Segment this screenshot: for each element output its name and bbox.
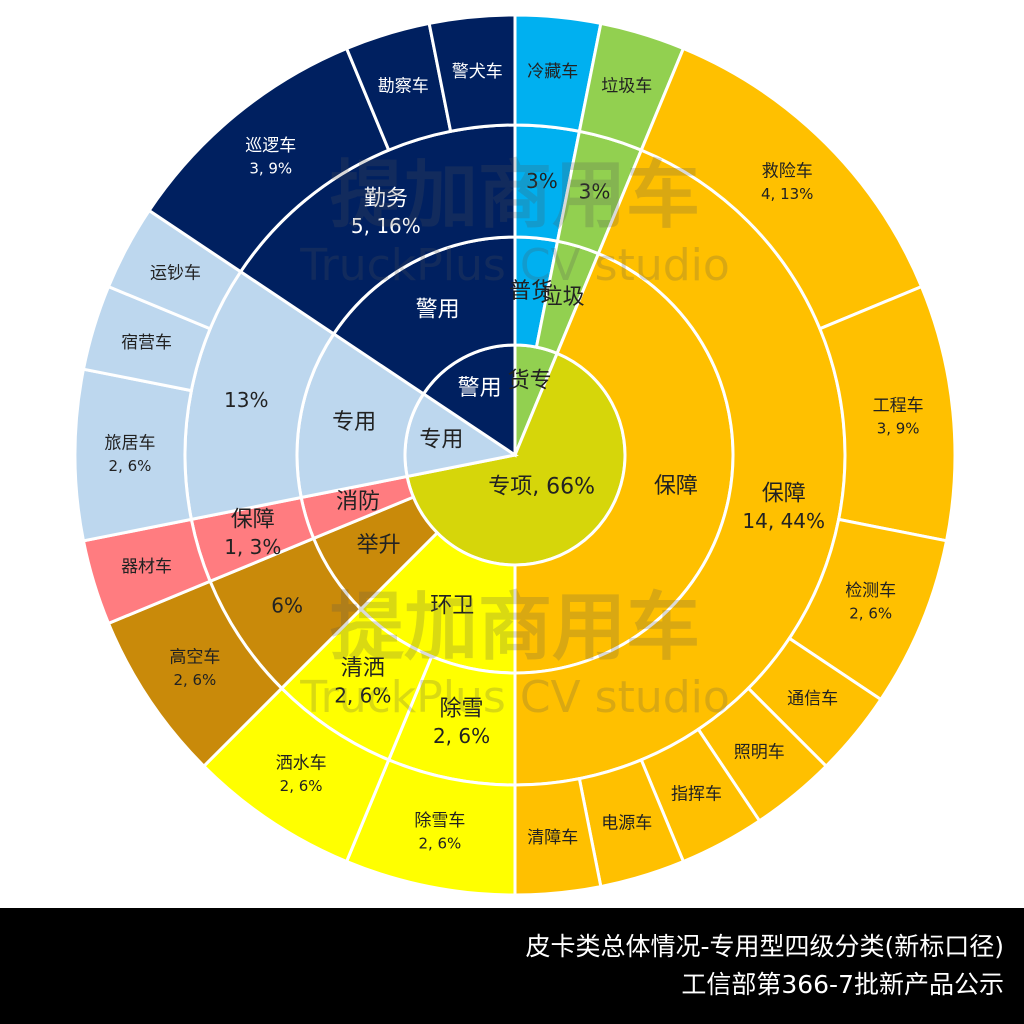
segment-name: 冷藏车 — [527, 62, 578, 82]
watermark-title: 提加商用车 — [330, 585, 700, 671]
segment-name: 普货 — [509, 279, 553, 304]
segment-value-label: 2, 6% — [334, 683, 391, 707]
segment-name: 举升 — [357, 533, 401, 558]
segment-name: 清洒 — [341, 656, 385, 681]
segment-name: 宿营车 — [121, 333, 172, 353]
segment-value-label: 3% — [579, 179, 611, 203]
segment-value-label: 6% — [271, 594, 303, 618]
segment-value-label: 2, 6% — [109, 457, 152, 475]
segment-name: 保障 — [654, 474, 698, 499]
segment-name: 勤务 — [364, 186, 408, 211]
segment-name: 电源车 — [601, 813, 652, 833]
segment-name: 通信车 — [787, 689, 838, 709]
segment-value-label: 2, 6% — [418, 835, 461, 853]
segment-name: 洒水车 — [276, 754, 327, 774]
segment-name: 工程车 — [873, 396, 924, 416]
footer-line: 工信部第366-7批新产品公示 — [681, 970, 1004, 999]
segment-name: 照明车 — [734, 743, 785, 763]
watermark-subtitle: TruckPlus CV studio — [299, 240, 730, 291]
sunburst — [73, 13, 957, 897]
segment-value-label: 4, 13% — [761, 185, 813, 203]
footer-bar — [0, 908, 1024, 1024]
segment-name: 警用 — [416, 297, 460, 322]
watermark-subtitle: TruckPlus CV studio — [299, 672, 730, 723]
segment-value-label: 3, 9% — [249, 159, 292, 177]
segment-value-label: 3, 9% — [877, 419, 920, 437]
segment-name: 救险车 — [762, 161, 813, 181]
segment-name: 指挥车 — [671, 785, 722, 805]
watermark-title: 提加商用车 — [330, 153, 700, 239]
segment — [73, 367, 194, 543]
segment-value-label: 专项, 66% — [488, 474, 595, 499]
segment-name: 运钞车 — [150, 264, 201, 284]
segment-value-label: 5, 16% — [351, 214, 421, 238]
segment — [427, 13, 517, 134]
segment-value-label: 2, 6% — [849, 604, 892, 622]
segment-value-label: 2, 6% — [280, 777, 323, 795]
segment-name: 垃圾 — [541, 285, 585, 310]
segment-name: 警犬车 — [452, 62, 503, 82]
watermark: 提加商用车 TruckPlus CV studio 提加商用车 TruckPlu… — [299, 153, 730, 724]
segment-name: 清障车 — [527, 828, 578, 848]
segment-name: 勘察车 — [378, 77, 429, 97]
segment-name: 保障 — [231, 508, 275, 533]
segment-name: 器材车 — [121, 557, 172, 577]
segment-name: 警用 — [458, 376, 502, 401]
segment-name: 高空车 — [169, 647, 220, 667]
segment-name: 专用 — [419, 427, 463, 452]
segment-name: 垃圾车 — [601, 77, 652, 97]
segment-name: 除雪 — [440, 697, 484, 722]
segment-name: 环卫 — [430, 594, 474, 619]
segment-name: 除雪车 — [414, 811, 465, 831]
segment-value-label: 13% — [224, 388, 268, 412]
segment-value-label: 2, 6% — [173, 671, 216, 689]
segment-value-label: 2, 6% — [433, 724, 490, 748]
segment-name: 巡逻车 — [245, 136, 296, 156]
segment-name: 货专 — [508, 368, 552, 393]
segment-name: 旅居车 — [105, 434, 156, 454]
segment-value-label: 3% — [526, 169, 558, 193]
segment-value-label: 14, 44% — [742, 509, 825, 533]
segment-name: 专用 — [332, 410, 376, 435]
segment-name: 检测车 — [845, 581, 896, 601]
segment-value-label: 1, 3% — [224, 535, 281, 559]
segment-name: 保障 — [762, 481, 806, 506]
segment-name: 消防 — [336, 490, 380, 515]
footer-line: 皮卡类总体情况-专用型四级分类(新标口径) — [525, 932, 1004, 961]
